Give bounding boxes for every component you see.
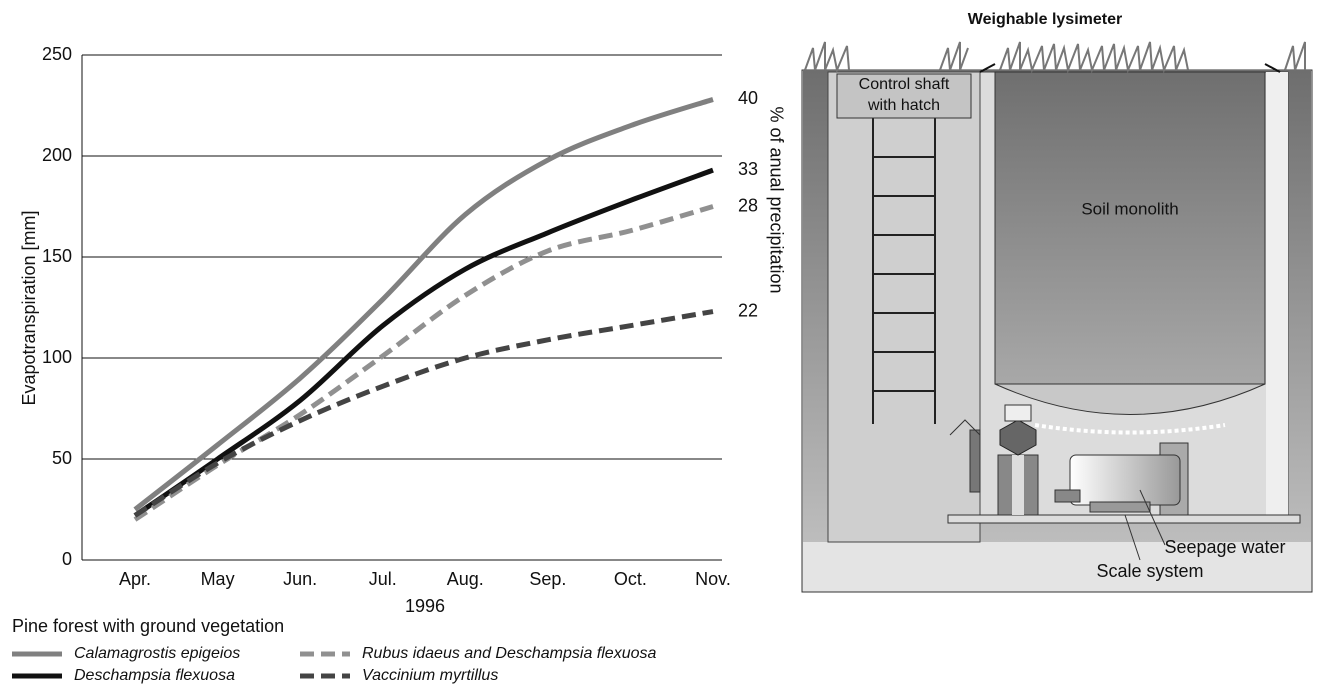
series-line [135, 312, 713, 516]
y-tick-label: 0 [62, 549, 72, 569]
shaft-label: Control shaft [859, 76, 950, 93]
lysimeter-diagram: Weighable lysimeter Control shaft with h… [802, 11, 1312, 592]
seepage-tank [1070, 455, 1180, 505]
legend-label: Vaccinium myrtillus [362, 667, 498, 684]
legend-label: Calamagrostis epigeios [74, 645, 240, 662]
x-tick-label: Apr. [119, 569, 151, 589]
scale-label: Scale system [1096, 561, 1203, 581]
x-tick-label: Jun. [283, 569, 317, 589]
page: Evapotranspiration [mm] % of anual preci… [0, 0, 1320, 686]
x-tick-label: Nov. [695, 569, 731, 589]
base-plate [948, 515, 1300, 523]
soil-monolith [995, 72, 1265, 384]
scale [1090, 502, 1150, 512]
joint-top [1005, 405, 1031, 421]
y2-axis-label: % of anual precipitation [766, 106, 786, 293]
end-label: 22 [738, 300, 758, 320]
end-label: 40 [738, 88, 758, 108]
shaft-label: with hatch [867, 97, 940, 114]
x-tick-label: Aug. [447, 569, 484, 589]
shaft [828, 72, 980, 542]
y-tick-label: 250 [42, 44, 72, 64]
y-tick-label: 200 [42, 145, 72, 165]
x-axis-label: 1996 [405, 596, 445, 616]
valve [1055, 490, 1080, 502]
series-line [135, 99, 713, 509]
grass [805, 42, 1305, 70]
load-cell-stripe [1012, 455, 1024, 515]
y-tick-label: 100 [42, 347, 72, 367]
y-axis-label: Evapotranspiration [mm] [19, 210, 39, 405]
legend-label: Deschampsia flexuosa [74, 667, 235, 684]
post [970, 430, 980, 492]
x-tick-label: Jul. [369, 569, 397, 589]
seepage-label: Seepage water [1164, 537, 1285, 557]
y-tick-label: 50 [52, 448, 72, 468]
end-label: 28 [738, 195, 758, 215]
x-tick-label: Sep. [529, 569, 566, 589]
diagram-title: Weighable lysimeter [968, 11, 1122, 28]
chamber-wall [1266, 72, 1288, 518]
end-label: 33 [738, 159, 758, 179]
series-line [135, 170, 713, 515]
y-tick-label: 150 [42, 246, 72, 266]
legend-title: Pine forest with ground vegetation [12, 616, 284, 636]
legend-label: Rubus idaeus and Deschampsia flexuosa [362, 645, 657, 662]
x-tick-label: Oct. [614, 569, 647, 589]
x-tick-label: May [201, 569, 235, 589]
monolith-label: Soil monolith [1081, 199, 1178, 218]
